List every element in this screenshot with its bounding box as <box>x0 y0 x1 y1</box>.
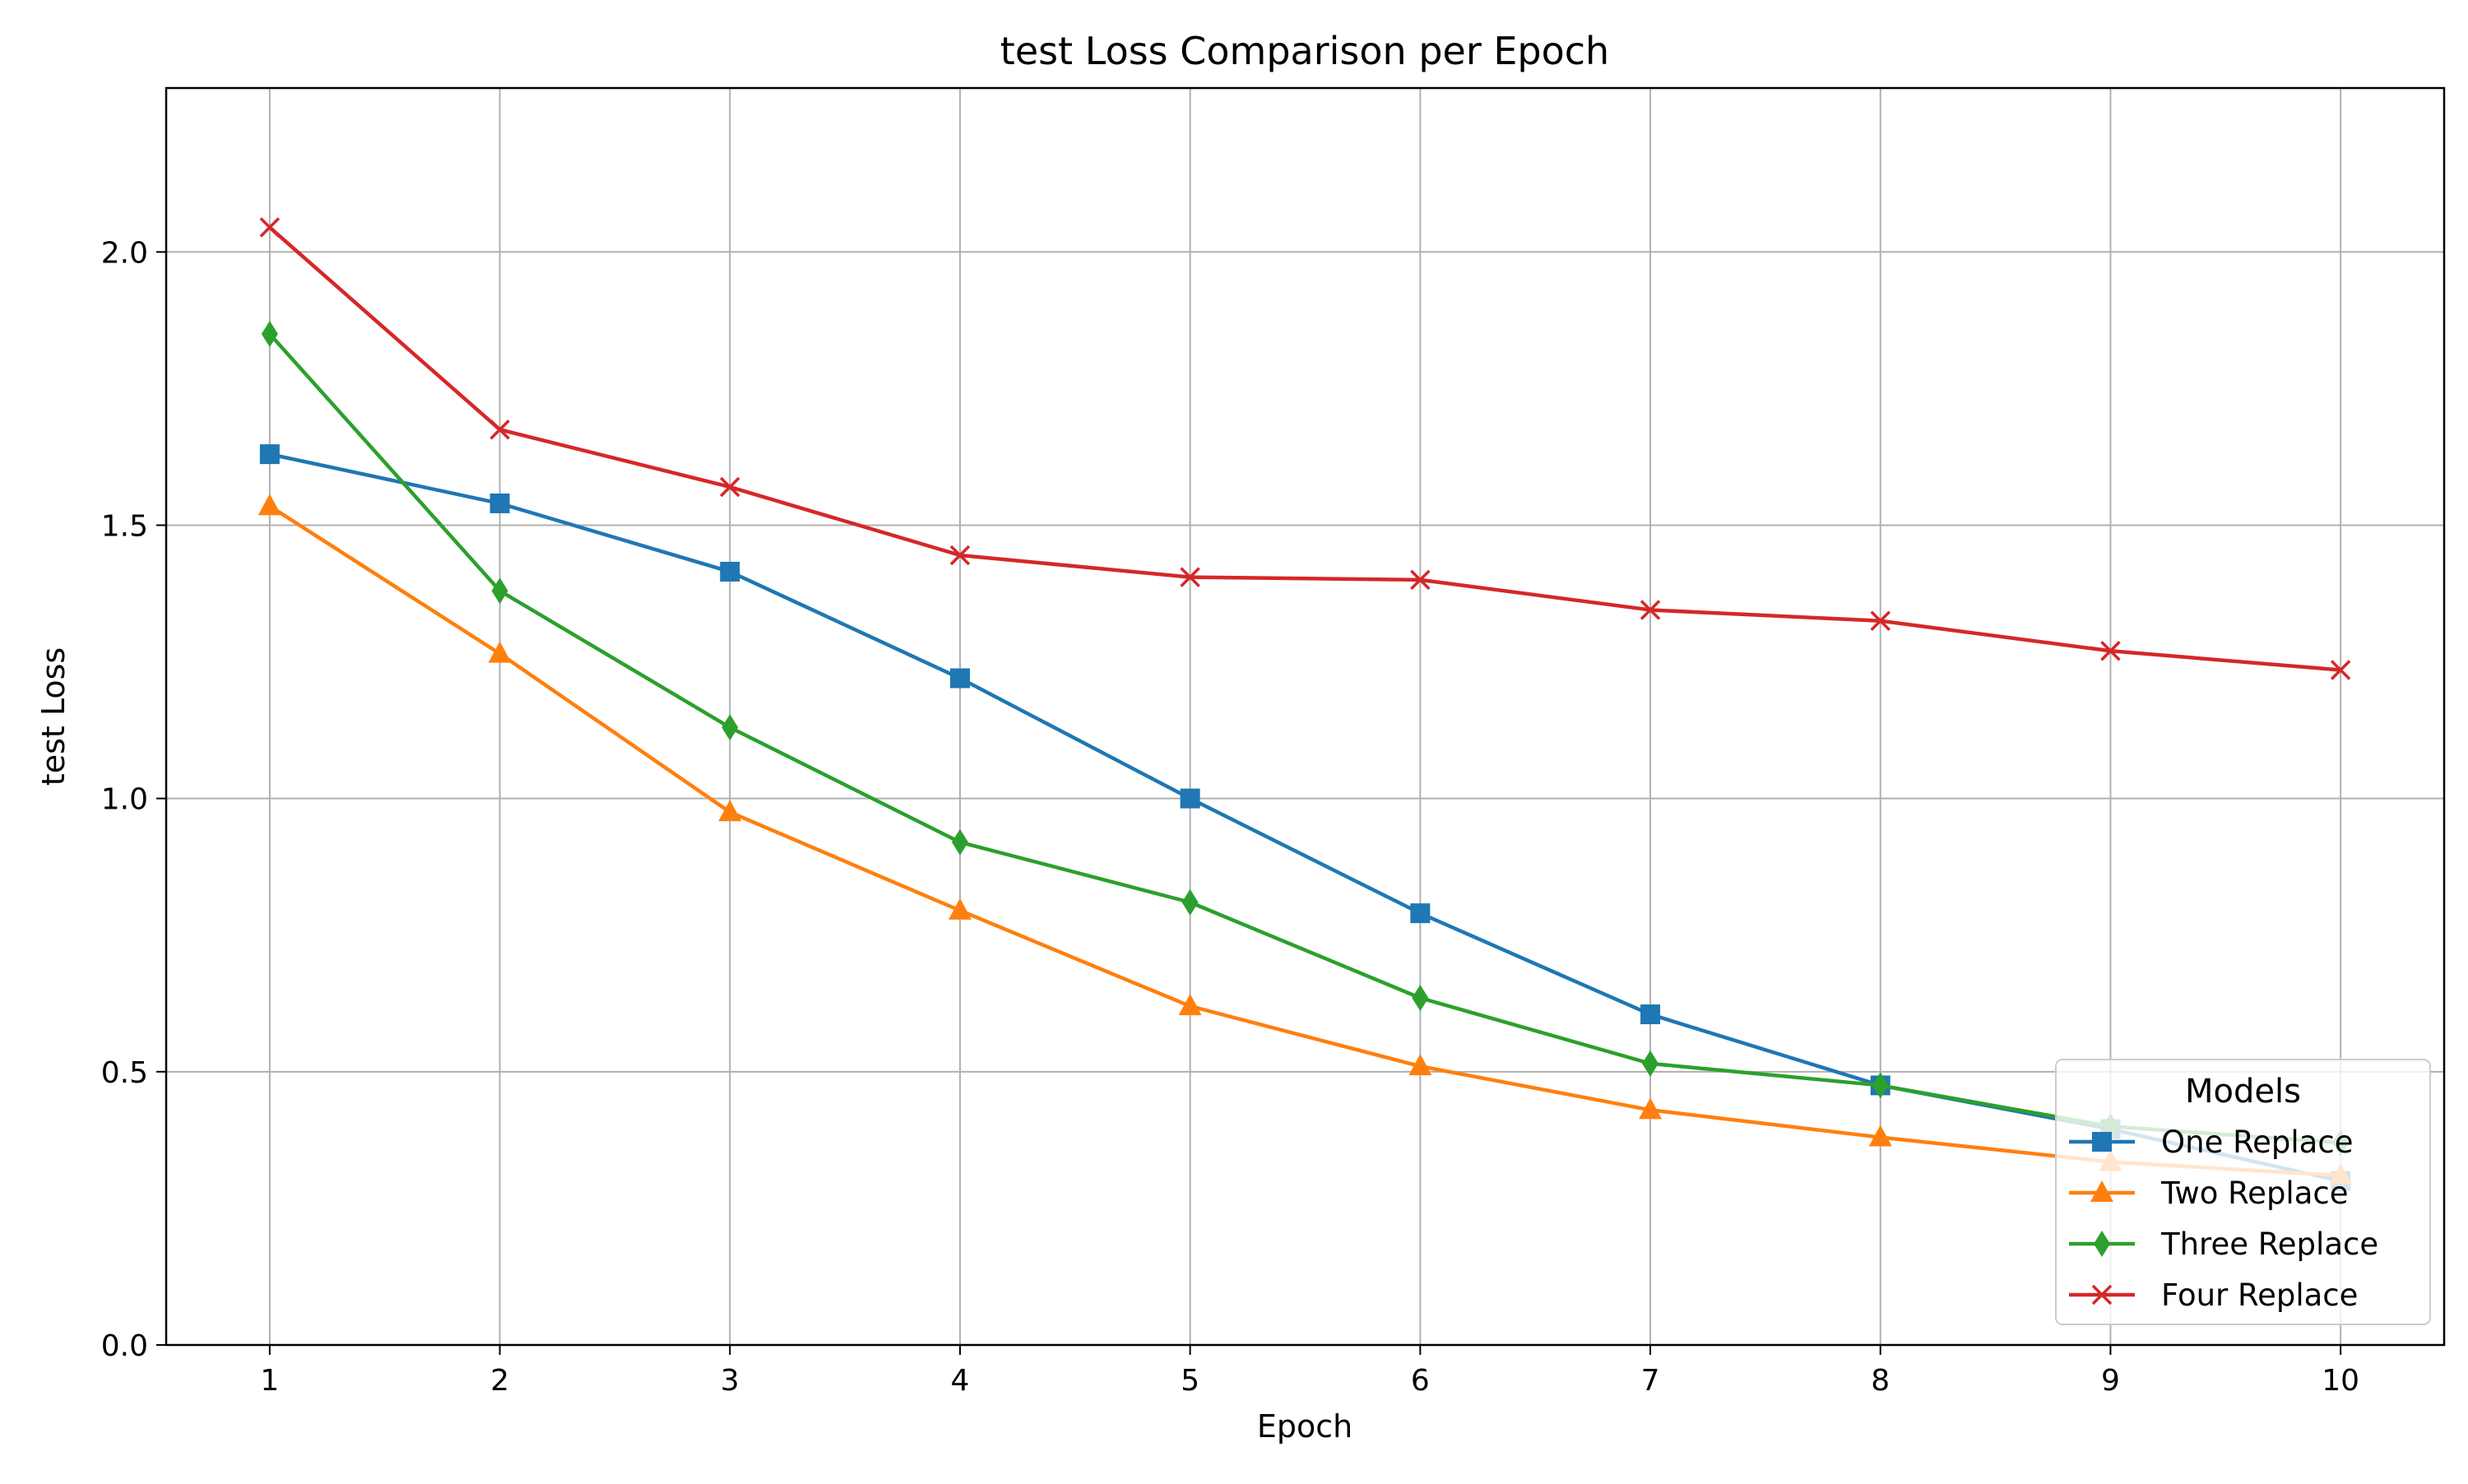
data-point-two-replace <box>1408 1054 1432 1076</box>
y-axis-ticks: 0.0 0.5 1.0 1.5 2.0 <box>101 236 166 1363</box>
x-tick-label: 1 <box>260 1364 279 1398</box>
data-point-three-replace <box>721 714 739 741</box>
data-point-three-replace <box>1181 888 1199 916</box>
x-tick-label: 7 <box>1641 1364 1660 1398</box>
data-point-three-replace <box>1872 1072 1889 1099</box>
data-point-two-replace <box>948 897 972 920</box>
x-axis-ticks: 1 2 3 4 5 6 7 8 9 10 <box>260 1345 2359 1398</box>
data-point-one-replace <box>720 561 740 582</box>
legend: Models One Replace Two Replace Three Repla… <box>2055 1059 2431 1325</box>
series-line-four-replace <box>267 225 2343 672</box>
data-point-two-replace <box>1178 994 1202 1016</box>
y-tick-label: 0.0 <box>101 1329 148 1363</box>
data-point-four-replace <box>489 419 510 440</box>
data-point-four-replace <box>1870 610 1890 631</box>
legend-swatch-marker <box>2090 1180 2113 1202</box>
legend-item-one-replace: One Replace <box>2069 1125 2353 1160</box>
legend-item-three-replace: Three Replace <box>2069 1227 2378 1262</box>
legend-swatch-marker <box>2092 1132 2112 1152</box>
data-point-four-replace <box>1410 569 1431 591</box>
data-point-four-replace <box>259 217 281 238</box>
legend-label: Three Replace <box>2160 1227 2378 1262</box>
x-tick-label: 5 <box>1181 1364 1199 1398</box>
legend-items: One Replace Two Replace Three Replace Four … <box>2069 1125 2378 1313</box>
data-point-two-replace <box>718 800 742 822</box>
x-axis-label: Epoch <box>1257 1408 1352 1445</box>
data-point-two-replace <box>1868 1125 1892 1147</box>
data-point-two-replace <box>257 494 281 516</box>
data-point-four-replace <box>949 545 971 566</box>
y-tick-label: 2.0 <box>101 236 148 270</box>
data-point-two-replace <box>488 641 512 663</box>
x-tick-label: 2 <box>490 1364 509 1398</box>
data-point-two-replace <box>1639 1097 1663 1120</box>
y-tick-label: 1.0 <box>101 783 148 817</box>
data-point-four-replace <box>1180 567 1200 587</box>
legend-label: One Replace <box>2161 1125 2353 1160</box>
y-axis-label: test Loss <box>35 647 72 786</box>
legend-item-four-replace: Four Replace <box>2069 1278 2358 1313</box>
x-tick-label: 8 <box>1871 1364 1890 1398</box>
data-point-one-replace <box>259 444 280 465</box>
x-tick-label: 9 <box>2101 1364 2120 1398</box>
y-tick-label: 0.5 <box>101 1056 148 1090</box>
x-tick-label: 6 <box>1411 1364 1430 1398</box>
plot-frame <box>165 86 2446 1347</box>
legend-title: Models <box>2185 1073 2301 1111</box>
data-point-three-replace <box>261 320 278 347</box>
legend-label: Two Replace <box>2160 1176 2349 1211</box>
x-tick-label: 4 <box>951 1364 970 1398</box>
data-point-three-replace <box>491 577 508 605</box>
series-line-three-replace <box>267 332 2343 1145</box>
chart-title: test Loss Comparison per Epoch <box>1000 29 1609 73</box>
legend-label: Four Replace <box>2161 1278 2358 1313</box>
series-line-two-replace <box>267 503 2343 1178</box>
data-point-one-replace <box>489 493 510 513</box>
data-point-one-replace <box>1180 788 1200 809</box>
data-point-three-replace <box>1412 985 1429 1012</box>
series-four-replace <box>259 217 2351 680</box>
legend-swatch-marker <box>2091 1284 2113 1305</box>
data-point-three-replace <box>1642 1050 1659 1077</box>
x-tick-label: 10 <box>2322 1364 2359 1398</box>
data-point-one-replace <box>1640 1004 1661 1025</box>
data-point-three-replace <box>951 828 968 856</box>
data-point-four-replace <box>1640 600 1661 620</box>
legend-box <box>2055 1059 2431 1325</box>
data-point-four-replace <box>2100 641 2121 661</box>
y-tick-label: 1.5 <box>101 509 148 543</box>
legend-swatch-marker <box>2094 1231 2110 1257</box>
legend-item-two-replace: Two Replace <box>2069 1176 2349 1211</box>
data-point-four-replace <box>720 476 740 498</box>
data-point-one-replace <box>1410 903 1431 924</box>
data-point-one-replace <box>949 668 970 689</box>
data-point-four-replace <box>2330 660 2351 680</box>
x-tick-label: 3 <box>721 1364 740 1398</box>
